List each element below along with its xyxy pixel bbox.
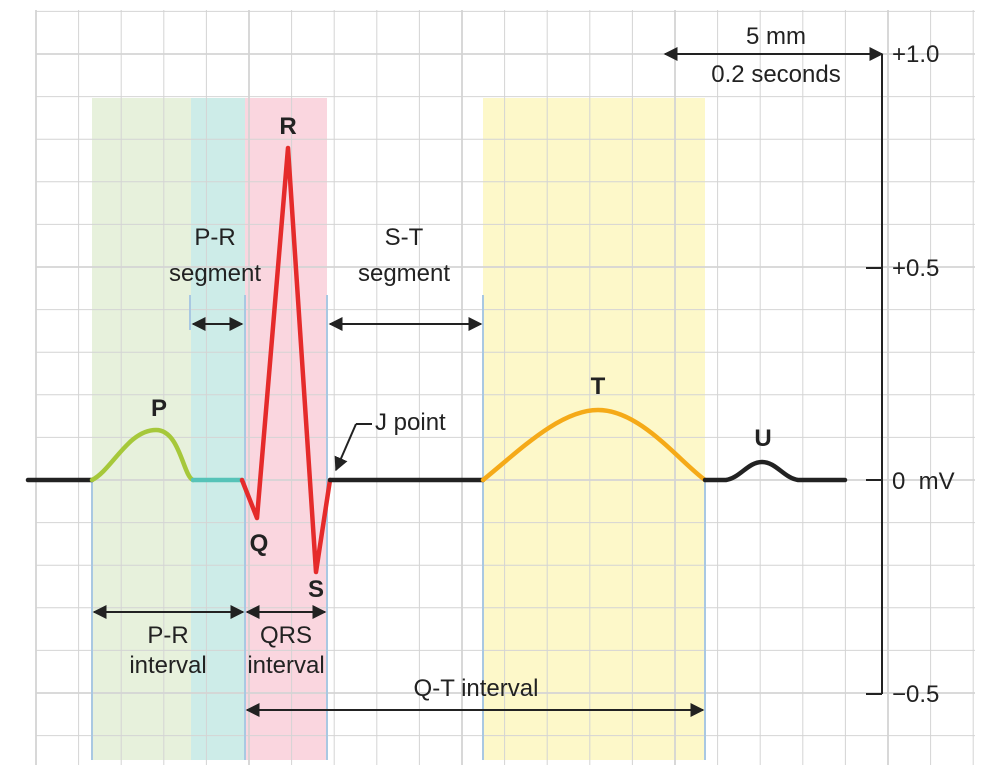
pr-segment-label-2: segment: [169, 260, 261, 287]
j-point-label: J point: [375, 409, 446, 436]
pr-segment-band: [191, 98, 245, 760]
pr-interval-band: [92, 98, 191, 760]
st-segment-label-2: segment: [358, 260, 450, 287]
p-wave-label: P: [151, 395, 167, 422]
t-wave: [480, 407, 708, 483]
pr-interval-label-1: P-R: [147, 622, 188, 649]
axis-bottom-label: −0.5: [892, 681, 939, 708]
axis-zero-label: 0 mV: [892, 468, 955, 495]
j-point-arrow-stem: [334, 423, 357, 472]
r-wave-label: R: [279, 113, 296, 140]
scale-mm-label: 5 mm: [746, 23, 806, 50]
scale-seconds-label: 0.2 seconds: [711, 61, 840, 88]
pr-interval-label-2: interval: [129, 652, 206, 679]
qrs-complex: [239, 145, 333, 575]
baseline-end: [702, 459, 848, 483]
voltage-axis: [866, 53, 883, 695]
qrs-interval-label-1: QRS: [260, 622, 312, 649]
t-wave-label: T: [591, 373, 606, 400]
q-wave-label: Q: [250, 530, 269, 557]
st-segment-label-1: S-T: [385, 224, 424, 251]
grid: [35, 10, 975, 765]
qrs-interval-label-2: interval: [247, 652, 324, 679]
qt-interval-label: Q-T interval: [414, 675, 539, 702]
interval-boundaries: [91, 295, 706, 760]
t-wave-band: [483, 98, 705, 760]
s-wave-label: S: [308, 576, 324, 603]
axis-top-label: +1.0: [892, 41, 939, 68]
p-wave: [89, 427, 196, 483]
ecg-waveform: [25, 145, 848, 575]
pr-segment-label-1: P-R: [194, 224, 235, 251]
qrs-band: [245, 98, 327, 760]
axis-mid-label: +0.5: [892, 255, 939, 282]
u-wave-label: U: [754, 425, 771, 452]
